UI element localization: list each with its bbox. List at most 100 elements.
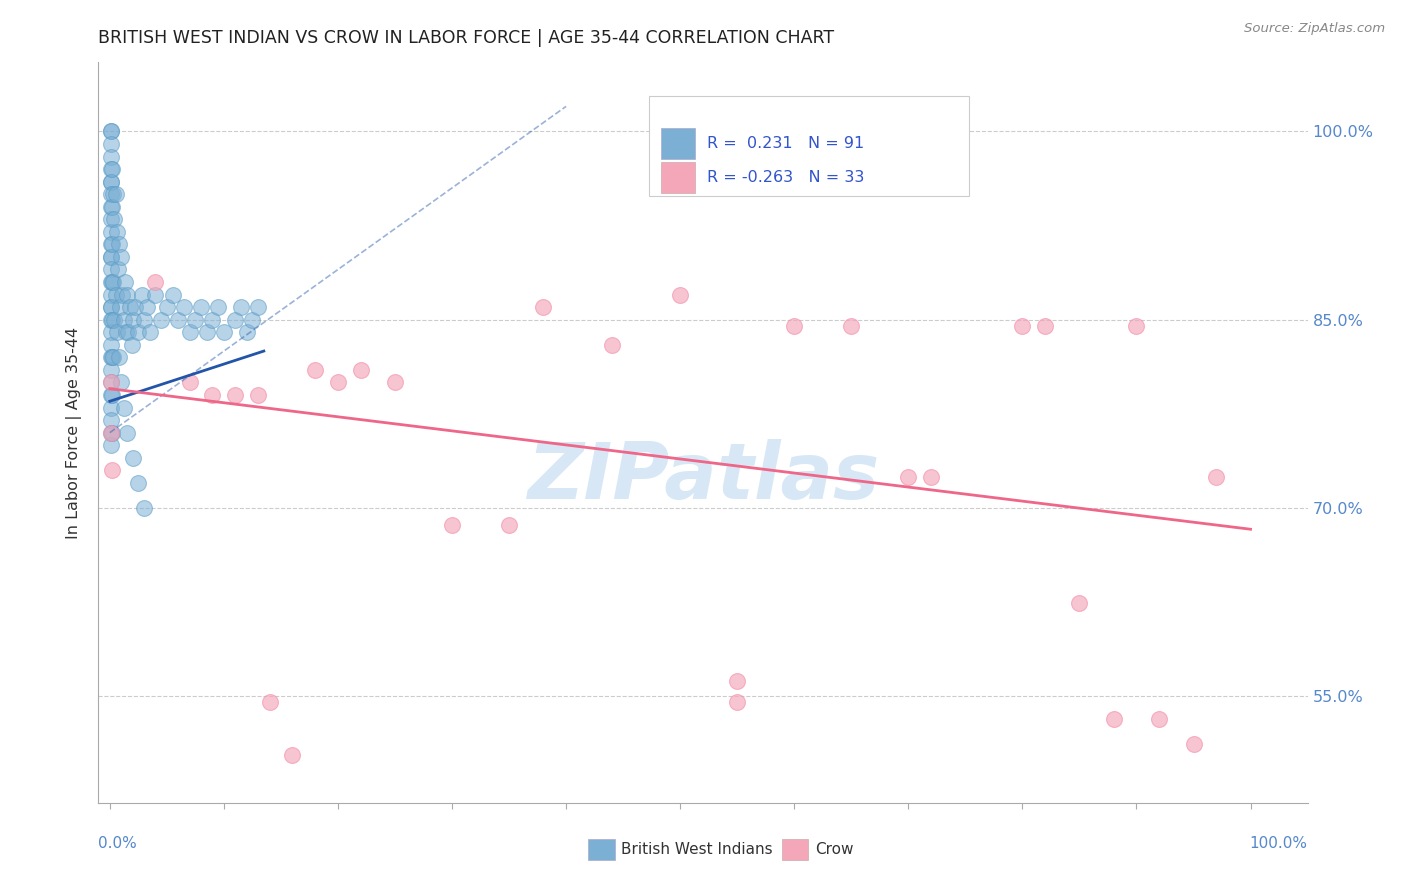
Point <box>103 187 125 202</box>
Point <box>112 401 135 415</box>
Point <box>100 124 122 138</box>
Point <box>920 469 942 483</box>
Point <box>304 363 326 377</box>
Point <box>103 312 125 326</box>
Point <box>531 300 554 314</box>
Point <box>100 200 122 214</box>
Point <box>100 262 122 277</box>
Point <box>100 401 122 415</box>
Point <box>184 312 207 326</box>
Point <box>103 275 125 289</box>
Point <box>132 500 155 515</box>
Point <box>100 300 122 314</box>
FancyBboxPatch shape <box>648 95 969 195</box>
Text: R = -0.263   N = 33: R = -0.263 N = 33 <box>707 170 865 186</box>
Point <box>201 388 224 402</box>
Text: ZIPatlas: ZIPatlas <box>527 439 879 515</box>
Point <box>725 695 748 709</box>
Text: Source: ZipAtlas.com: Source: ZipAtlas.com <box>1244 22 1385 36</box>
Point <box>100 376 122 390</box>
Point <box>100 250 122 264</box>
Point <box>179 325 201 339</box>
Point <box>100 250 122 264</box>
Point <box>1182 737 1205 751</box>
Point <box>195 325 218 339</box>
Point <box>104 187 127 202</box>
Point <box>229 300 252 314</box>
Point <box>897 469 920 483</box>
Point <box>127 475 149 490</box>
Text: Crow: Crow <box>815 842 853 857</box>
FancyBboxPatch shape <box>661 162 695 194</box>
Point <box>101 388 124 402</box>
Point <box>100 413 122 427</box>
Point <box>156 300 179 314</box>
Point <box>121 338 143 352</box>
Point <box>100 425 122 440</box>
Point <box>120 300 142 314</box>
Point <box>600 338 623 352</box>
Point <box>100 287 122 301</box>
Text: BRITISH WEST INDIAN VS CROW IN LABOR FORCE | AGE 35-44 CORRELATION CHART: BRITISH WEST INDIAN VS CROW IN LABOR FOR… <box>98 29 835 47</box>
Point <box>190 300 212 314</box>
Point <box>498 518 520 533</box>
Point <box>242 312 264 326</box>
Point <box>101 312 124 326</box>
Point <box>281 748 304 763</box>
Point <box>136 300 159 314</box>
Point <box>132 312 155 326</box>
Point <box>839 318 862 333</box>
Text: British West Indians: British West Indians <box>621 842 772 857</box>
Point <box>112 312 135 326</box>
Point <box>100 325 122 339</box>
Point <box>173 300 195 314</box>
Point <box>100 338 122 352</box>
Point <box>101 237 124 252</box>
Point <box>201 312 224 326</box>
Point <box>1205 469 1227 483</box>
Point <box>100 187 122 202</box>
Point <box>105 225 128 239</box>
Point <box>121 312 143 326</box>
Point <box>100 275 122 289</box>
Point <box>115 287 138 301</box>
Point <box>1125 318 1147 333</box>
Point <box>101 275 124 289</box>
Point <box>1033 318 1056 333</box>
Point <box>235 325 257 339</box>
Point <box>1102 712 1125 726</box>
Point <box>725 674 748 689</box>
Point <box>100 150 122 164</box>
Point <box>100 425 122 440</box>
Point <box>162 287 184 301</box>
Point <box>212 325 235 339</box>
Point <box>167 312 190 326</box>
Point <box>117 325 139 339</box>
Point <box>100 237 122 252</box>
Point <box>441 518 464 533</box>
Point <box>115 425 138 440</box>
Point <box>101 200 124 214</box>
Point <box>100 438 122 452</box>
Point <box>326 376 349 390</box>
Point <box>101 162 124 177</box>
Y-axis label: In Labor Force | Age 35-44: In Labor Force | Age 35-44 <box>66 326 83 539</box>
Point <box>101 463 124 477</box>
Point <box>100 162 122 177</box>
Point <box>100 175 122 189</box>
FancyBboxPatch shape <box>661 128 695 160</box>
Point <box>145 275 167 289</box>
Point <box>100 300 122 314</box>
Point <box>121 450 143 465</box>
Point <box>127 325 149 339</box>
Point <box>110 376 132 390</box>
Point <box>1011 318 1033 333</box>
Point <box>108 351 131 365</box>
Point <box>107 262 129 277</box>
Point <box>100 388 122 402</box>
Point <box>259 695 281 709</box>
Point <box>224 388 246 402</box>
Point <box>139 325 162 339</box>
Point <box>224 312 246 326</box>
Point <box>100 124 122 138</box>
